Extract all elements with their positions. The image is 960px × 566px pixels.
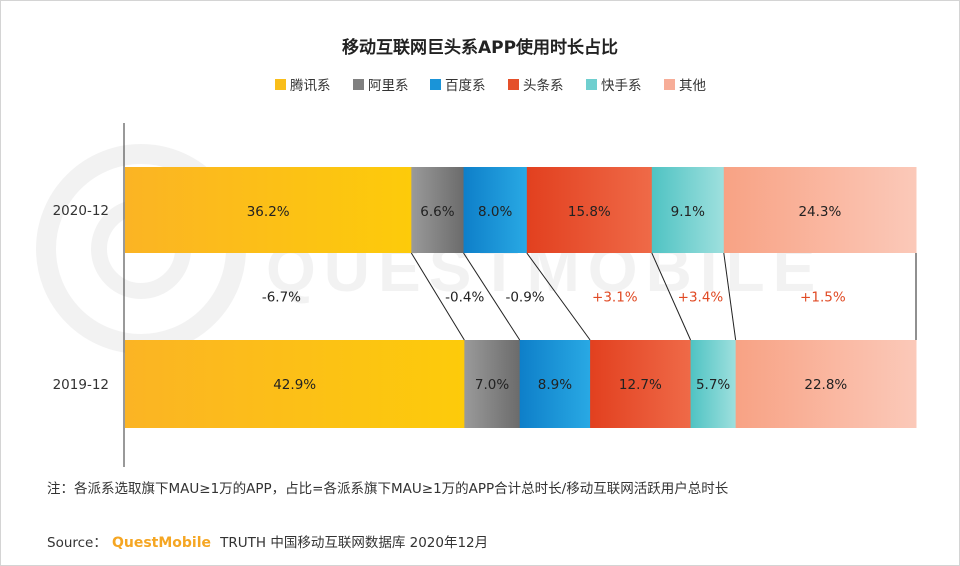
change-label: +3.4% xyxy=(678,290,724,306)
connector-line xyxy=(410,252,465,341)
bar-segment xyxy=(723,167,917,253)
chart-title: 移动互联网巨头系APP使用时长占比 xyxy=(342,37,618,58)
category-label: 2019-12 xyxy=(53,377,109,393)
connectors-group xyxy=(410,252,917,341)
data-label: 8.9% xyxy=(538,377,572,393)
bar-segment xyxy=(125,340,465,428)
data-label: 42.9% xyxy=(273,377,316,393)
legend-swatch xyxy=(353,79,364,90)
data-label: 6.6% xyxy=(420,204,454,220)
bar-segment xyxy=(651,167,725,253)
data-label: 8.0% xyxy=(478,204,512,220)
category-labels-group: 2020-12 2019-12 xyxy=(53,203,109,393)
footnote: 注：各派系选取旗下MAU≥1万的APP，占比=各派系旗下MAU≥1万的APP合计… xyxy=(47,480,729,497)
category-label: 2020-12 xyxy=(53,203,109,219)
change-label: -6.7% xyxy=(262,290,301,306)
data-label: 5.7% xyxy=(696,377,730,393)
bar-segment xyxy=(526,167,653,253)
bar-segment xyxy=(125,167,412,253)
source-suffix: TRUTH 中国移动互联网数据库 2020年12月 xyxy=(219,535,488,551)
legend-swatch xyxy=(664,79,675,90)
change-label: -0.9% xyxy=(505,290,544,306)
bar-segment xyxy=(464,340,521,428)
connector-line xyxy=(463,252,521,341)
connector-line xyxy=(651,252,692,341)
change-label: +1.5% xyxy=(800,290,846,306)
bar-segment xyxy=(590,340,692,428)
change-labels-group: -6.7% -0.4% -0.9% +3.1% +3.4% +1.5% xyxy=(262,290,846,306)
bar-segment xyxy=(519,340,591,428)
data-label: 15.8% xyxy=(568,204,611,220)
legend-label: 头条系 xyxy=(523,77,564,94)
legend: 腾讯系 阿里系 百度系 头条系 快手系 其他 xyxy=(275,77,706,94)
legend-label: 其他 xyxy=(679,78,706,94)
connector-line xyxy=(526,252,591,341)
bar-segment xyxy=(463,167,528,253)
data-label: 22.8% xyxy=(804,377,847,393)
legend-label: 腾讯系 xyxy=(290,77,331,94)
source-prefix: Source： xyxy=(47,535,107,551)
data-label: 36.2% xyxy=(247,204,290,220)
legend-swatch xyxy=(508,79,519,90)
source-brand: QuestMobile xyxy=(112,535,211,551)
data-label: 7.0% xyxy=(475,377,509,393)
bar-segment xyxy=(690,340,737,428)
legend-swatch xyxy=(586,79,597,90)
source-line: Source： QuestMobile TRUTH 中国移动互联网数据库 202… xyxy=(47,532,488,551)
change-label: -0.4% xyxy=(445,290,484,306)
legend-label: 百度系 xyxy=(445,78,486,94)
bar-segment xyxy=(411,167,465,253)
bars-group: 36.2% 6.6% 8.0% 15.8% 9.1% 24.3% 42.9% 7.0% 8.9%… xyxy=(125,167,917,428)
data-label: 24.3% xyxy=(798,204,841,220)
legend-swatch xyxy=(430,79,441,90)
bar-segment xyxy=(735,340,917,428)
connector-line xyxy=(723,252,737,341)
legend-swatch xyxy=(275,79,286,90)
data-label: 9.1% xyxy=(671,204,705,220)
legend-label: 快手系 xyxy=(601,78,642,94)
data-label: 12.7% xyxy=(619,377,662,393)
legend-label: 阿里系 xyxy=(368,78,409,94)
change-label: +3.1% xyxy=(592,290,638,306)
